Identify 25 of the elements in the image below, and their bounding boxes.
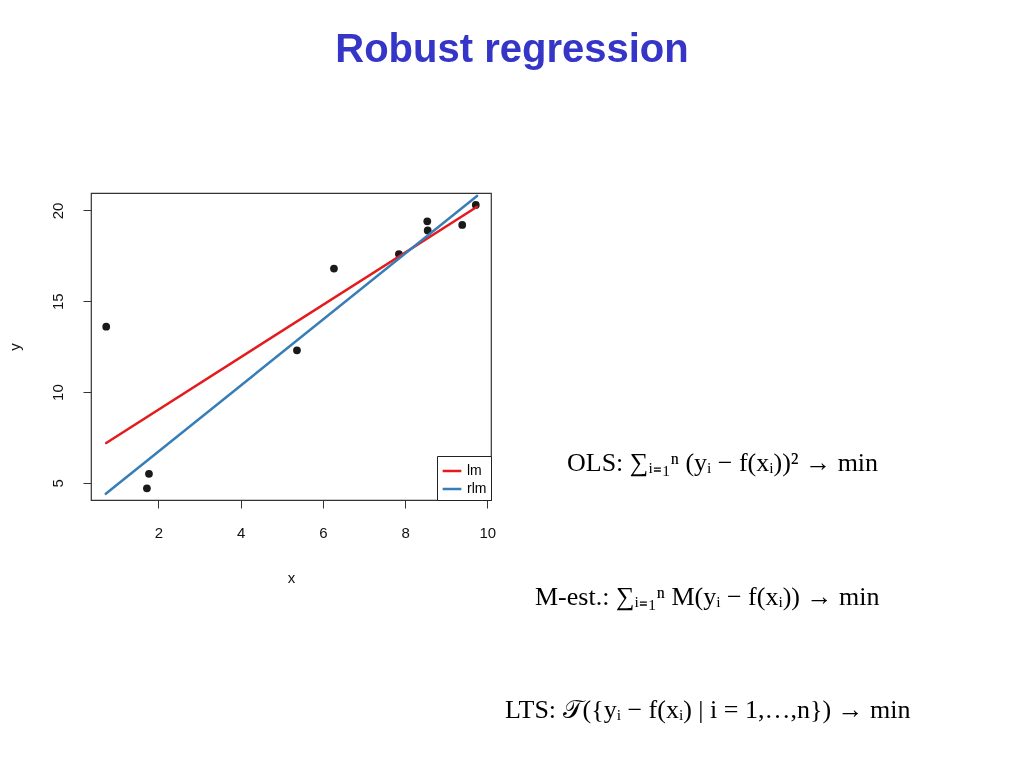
x-axis-title: x — [287, 568, 296, 586]
point — [423, 226, 432, 235]
x-tick-label: 2 — [154, 523, 164, 541]
x-tick-label: 6 — [319, 523, 328, 541]
x-tick-label: 10 — [479, 523, 497, 541]
y-tick-label: 15 — [48, 293, 66, 311]
x-tick-label: 4 — [236, 523, 246, 541]
point — [423, 217, 432, 226]
y-tick-label: 10 — [48, 384, 66, 401]
point — [102, 322, 111, 331]
text: OLS: ∑ᵢ₌₁ⁿ (yᵢ − f(xᵢ))² → min — [567, 448, 879, 477]
text: LTS: 𝒯({yᵢ − f(xᵢ) | i = 1,…,n}) → min — [505, 695, 911, 724]
chart-title: Robust regression — [335, 26, 689, 70]
point — [145, 469, 153, 478]
point — [293, 346, 301, 355]
legend-label: lm — [467, 462, 482, 478]
y-axis-title: y — [5, 342, 23, 351]
legend-label: rlm — [467, 480, 487, 496]
y-tick-label: 5 — [48, 479, 66, 488]
y-tick-label: 20 — [48, 202, 66, 220]
text: M-est.: ∑ᵢ₌₁ⁿ M(yᵢ − f(xᵢ)) → min — [535, 582, 880, 611]
point — [458, 221, 467, 229]
point — [330, 264, 338, 273]
point — [143, 484, 151, 493]
x-tick-label: 8 — [401, 523, 410, 541]
